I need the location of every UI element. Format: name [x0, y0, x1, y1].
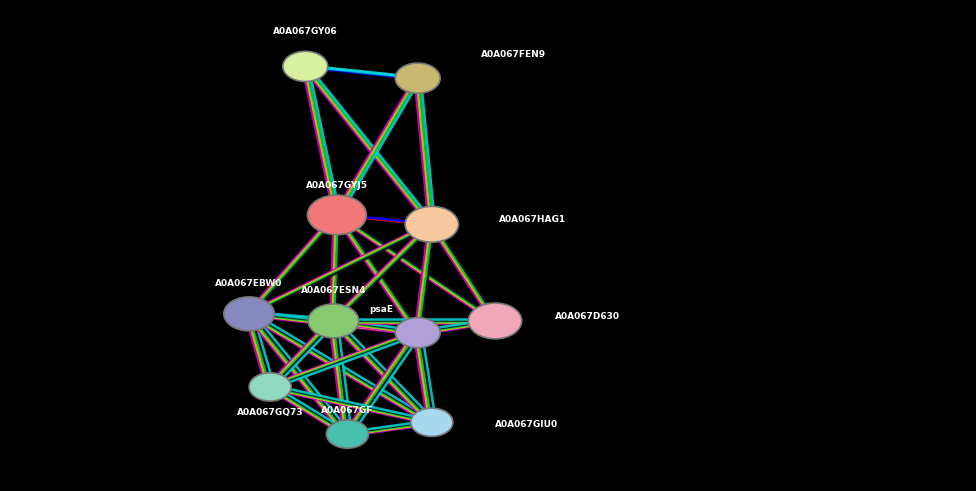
- Circle shape: [395, 63, 440, 93]
- Text: A0A067HAG1: A0A067HAG1: [499, 215, 566, 224]
- Text: A0A067ESN4: A0A067ESN4: [301, 286, 366, 295]
- Text: A0A067D630: A0A067D630: [554, 312, 620, 321]
- Text: A0A067GYJ5: A0A067GYJ5: [305, 181, 368, 191]
- Circle shape: [307, 195, 366, 235]
- Circle shape: [395, 318, 440, 348]
- Text: A0A067GQ73: A0A067GQ73: [237, 408, 304, 417]
- Text: A0A067FEN9: A0A067FEN9: [481, 50, 547, 59]
- Circle shape: [308, 304, 359, 338]
- Circle shape: [411, 408, 453, 436]
- Circle shape: [326, 420, 369, 448]
- Circle shape: [405, 206, 459, 242]
- Text: A0A067GIU0: A0A067GIU0: [495, 420, 558, 429]
- Circle shape: [468, 303, 522, 339]
- Circle shape: [224, 297, 274, 331]
- Text: A0A067GF: A0A067GF: [321, 406, 374, 415]
- Text: psaE: psaE: [369, 305, 393, 314]
- Circle shape: [249, 373, 291, 401]
- Text: A0A067EBW0: A0A067EBW0: [216, 279, 283, 288]
- Text: A0A067GY06: A0A067GY06: [273, 27, 338, 36]
- Circle shape: [283, 51, 328, 82]
